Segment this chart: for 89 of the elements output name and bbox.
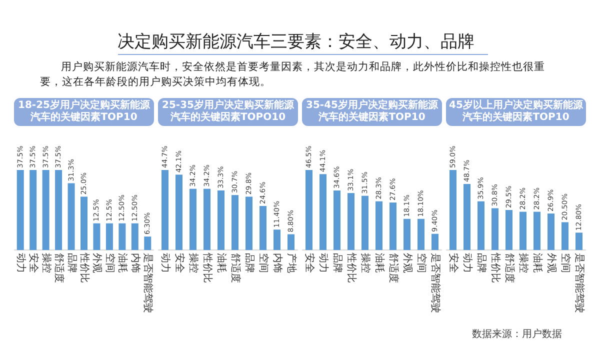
x-tick-label: 安全 bbox=[448, 253, 460, 273]
text: 决定购买新能源汽车三要素：安全、动力、品牌 bbox=[116, 31, 476, 53]
x-tick-label: 内饰 bbox=[129, 253, 142, 273]
x-tick-label: 空间 bbox=[258, 253, 270, 273]
x-tick-label: 操控 bbox=[518, 253, 530, 273]
x-tick-label: 操控 bbox=[360, 253, 372, 273]
x-tick-label: 性价比 bbox=[490, 252, 502, 283]
x-tick-label: 舒适度 bbox=[388, 253, 400, 283]
x-tick-label: 品牌 bbox=[66, 253, 78, 273]
bar bbox=[204, 188, 210, 250]
x-tick-label: 是否智能驾驶 bbox=[142, 253, 154, 313]
source-note: 数据来源：用户数据 bbox=[472, 328, 562, 341]
x-tick-label: 油耗 bbox=[216, 253, 228, 273]
bar bbox=[176, 174, 182, 250]
x-tick-label: 油耗 bbox=[374, 253, 386, 273]
x-tick-label: 空间 bbox=[560, 253, 572, 273]
bar bbox=[306, 170, 312, 250]
bar bbox=[190, 188, 196, 250]
bar bbox=[218, 190, 224, 250]
bar bbox=[432, 234, 438, 250]
bar bbox=[464, 184, 470, 250]
x-tick-label: 是否智能驾驶 bbox=[430, 253, 442, 313]
bar bbox=[144, 236, 152, 250]
x-tick-label: 安全 bbox=[28, 253, 40, 273]
x-tick-label: 性价比 bbox=[202, 252, 214, 283]
bar bbox=[562, 222, 568, 250]
x-tick-label: 油耗 bbox=[532, 253, 544, 273]
x-tick-label: 油耗 bbox=[116, 253, 129, 273]
bar bbox=[30, 170, 37, 250]
bar bbox=[106, 223, 113, 250]
x-tick-label: 操控 bbox=[188, 253, 200, 273]
bar bbox=[68, 183, 75, 250]
x-tick-label: 外观 bbox=[91, 253, 102, 273]
x-tick-label: 空间 bbox=[416, 253, 428, 273]
x-tick-label: 舒适度 bbox=[230, 253, 242, 283]
bar bbox=[576, 232, 582, 250]
x-tick-label: 品牌 bbox=[332, 253, 344, 273]
bar bbox=[548, 214, 554, 250]
bar bbox=[478, 201, 484, 250]
bar bbox=[506, 210, 512, 250]
bar bbox=[118, 223, 126, 250]
bar bbox=[390, 202, 396, 250]
x-tick-label: 性价比 bbox=[346, 252, 358, 283]
bar bbox=[131, 223, 138, 250]
x-tick-label: 空间 bbox=[104, 253, 116, 273]
bar bbox=[162, 170, 168, 250]
x-tick-label: 动力 bbox=[318, 253, 330, 273]
bar bbox=[418, 218, 424, 250]
bar bbox=[492, 208, 498, 250]
bar bbox=[80, 196, 88, 250]
bar bbox=[246, 196, 252, 250]
x-tick-label: 舒适度 bbox=[504, 253, 516, 283]
bar bbox=[260, 206, 266, 250]
x-tick-label: 外观 bbox=[546, 253, 556, 273]
x-tick-label: 品牌 bbox=[244, 253, 256, 273]
bar bbox=[348, 193, 354, 250]
x-tick-label: 动力 bbox=[462, 253, 474, 273]
x-tick-label: 是否智能驾驶 bbox=[574, 253, 586, 313]
chart-title: 25-35岁用户决定购买新能源汽车的关键因素TOPO10 bbox=[158, 98, 298, 126]
chart-title: 18-25岁用户决定购买新能源汽车的关键因素TOP10 bbox=[14, 98, 154, 126]
bar bbox=[16, 170, 24, 250]
x-tick-label: 舒适度 bbox=[53, 253, 66, 283]
bar bbox=[288, 234, 294, 250]
bar bbox=[274, 230, 280, 250]
bar bbox=[376, 201, 382, 250]
x-tick-label: 外观 bbox=[402, 253, 412, 273]
x-tick-label: 内饰 bbox=[272, 253, 284, 273]
chart-title: 35-45岁用户决定购买新能源汽车的关键因素TOP10 bbox=[302, 98, 442, 126]
x-tick-label: 产地 bbox=[286, 253, 298, 273]
bar bbox=[42, 170, 50, 250]
x-tick-label: 安全 bbox=[304, 253, 316, 273]
bar bbox=[232, 195, 238, 250]
x-tick-label: 品牌 bbox=[476, 253, 488, 273]
bar bbox=[520, 212, 526, 250]
bar bbox=[362, 196, 368, 250]
x-tick-label: 动力 bbox=[160, 253, 172, 273]
bar bbox=[334, 190, 340, 250]
chart-title: 45岁以上用户决定购买新能源汽车的关键因素TOP10 bbox=[446, 98, 586, 126]
bar bbox=[93, 223, 100, 250]
x-tick-label: 性价比 bbox=[78, 252, 90, 283]
x-tick-label: 操控 bbox=[40, 253, 52, 273]
bar bbox=[534, 212, 540, 250]
bar bbox=[404, 218, 410, 250]
bar bbox=[450, 170, 456, 250]
x-tick-label: 动力 bbox=[14, 253, 27, 273]
text: 用户购买新能源汽车时，安全依然是首要考量因素，其次是动力和品牌，此外性价比和操控性也很重要，这在各年龄段的用户购买决策中均有体现。 bbox=[40, 60, 546, 90]
x-tick-label: 安全 bbox=[174, 253, 186, 273]
bar bbox=[320, 174, 326, 250]
bar bbox=[55, 170, 62, 250]
